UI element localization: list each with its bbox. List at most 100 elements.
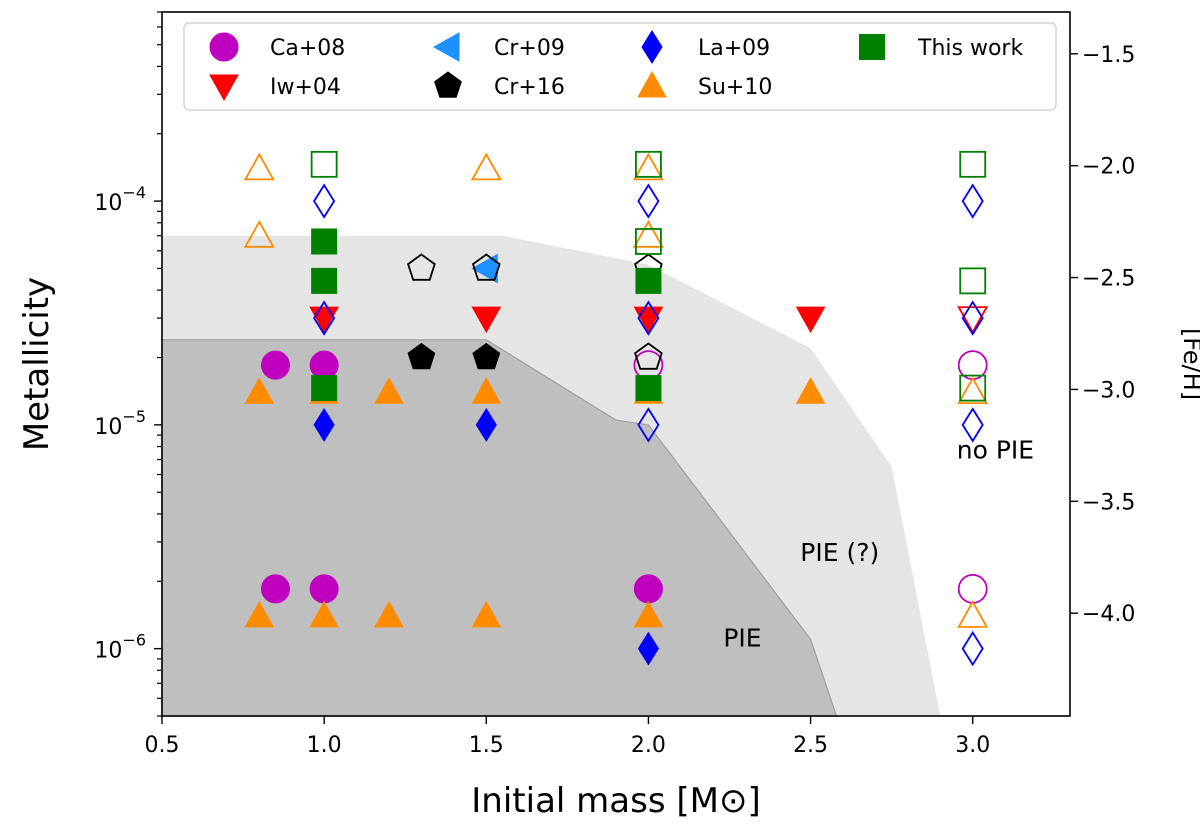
feh-tick-label: −3.0	[1082, 378, 1135, 403]
point-su-10	[471, 600, 502, 628]
feh-tick-label: −2.0	[1082, 155, 1135, 180]
x-tick-label: 2.5	[793, 733, 828, 758]
point-su-10	[795, 377, 826, 404]
point-su-10	[244, 600, 275, 628]
region-label: PIE	[723, 623, 761, 652]
point-cr-16-open	[407, 253, 436, 281]
legend-label: Su+10	[698, 75, 772, 100]
legend-item-iw-04: Iw+04	[209, 74, 341, 102]
region-labels: PIE PIE (?) no PIE	[723, 436, 1034, 653]
point-la-09-open	[961, 630, 984, 667]
point-ca-08	[261, 350, 290, 380]
point-this-work-open	[635, 150, 662, 178]
legend-marker-ca-08	[209, 32, 239, 62]
axis-ticks: 0.5 1.0 1.5 2.0 2.5 3.0 10−6 10−5 10−4 −1.5 −2.0 −2…	[94, 11, 1135, 758]
y-tick-label: 10−5	[94, 407, 146, 440]
point-la-09-open	[637, 300, 660, 336]
point-la-09-open	[637, 183, 660, 219]
point-su-10	[244, 377, 275, 404]
feh-tick-label: −4.0	[1082, 602, 1135, 627]
point-this-work	[311, 267, 338, 294]
point-la-09	[313, 407, 335, 442]
point-la-09-open	[313, 183, 336, 219]
point-iw-04	[795, 306, 826, 334]
point-su-10	[374, 377, 404, 404]
legend-item-su-10: Su+10	[637, 70, 772, 100]
legend-marker-cr-09	[432, 32, 460, 62]
legend-item-cr-09: Cr+09	[432, 32, 565, 62]
x-axis-title: Initial mass [M⊙]	[471, 781, 760, 821]
point-su-10	[633, 600, 664, 628]
point-su-10	[309, 600, 339, 628]
point-su-10	[374, 600, 404, 628]
point-la-09-open	[961, 183, 984, 219]
legend-marker-cr-16	[434, 71, 462, 98]
point-this-work-open	[310, 150, 338, 178]
point-la-09-open	[637, 407, 660, 443]
point-this-work-open	[635, 228, 662, 255]
point-ca-08	[309, 574, 339, 604]
y-tick-label: 10−4	[94, 183, 146, 216]
legend-marker-su-10	[637, 70, 667, 98]
region-label: PIE (?)	[800, 538, 879, 567]
x-tick-label: 2.0	[631, 733, 666, 758]
point-la-09-open	[313, 300, 336, 336]
point-ca-08	[633, 574, 663, 604]
legend-marker-this-work	[859, 34, 885, 60]
point-la-09-open	[961, 407, 984, 443]
point-cr-16	[407, 342, 436, 370]
point-su-10-open	[243, 219, 275, 248]
series-la-09	[313, 183, 984, 667]
point-la-09	[475, 407, 497, 442]
point-this-work	[635, 267, 662, 294]
x-tick-label: 1.5	[469, 733, 504, 758]
series-this-work	[310, 150, 987, 402]
right-y-axis-title: [Fe/H]	[1178, 328, 1200, 400]
point-this-work	[311, 228, 338, 255]
point-this-work-open	[959, 374, 987, 402]
legend-item-ca-08: Ca+08	[209, 32, 345, 62]
y-axis-title: Metallicity	[17, 277, 57, 451]
point-cr-16	[472, 342, 501, 370]
point-iw-04	[471, 306, 502, 334]
legend-marker-iw-04	[209, 74, 239, 102]
point-this-work	[311, 375, 338, 402]
plot-frame	[161, 11, 1071, 717]
point-ca-08	[309, 350, 339, 380]
legend-label: Cr+16	[494, 75, 565, 100]
point-su-10-open	[243, 152, 275, 181]
data-points	[243, 150, 989, 667]
point-this-work-open	[959, 267, 987, 295]
point-iw-04-open	[957, 306, 989, 334]
point-ca-08	[261, 574, 290, 604]
point-su-10-open	[957, 376, 989, 405]
point-su-10-open	[470, 152, 502, 181]
legend-item-this-work: This work	[859, 34, 1023, 61]
point-cr-16-open	[634, 342, 663, 370]
legend-label: This work	[917, 36, 1023, 61]
point-su-10-open	[957, 600, 989, 628]
point-la-09	[637, 631, 659, 666]
point-su-10	[471, 377, 502, 404]
feh-tick-label: −1.5	[1082, 43, 1135, 68]
y-tick-label: 10−6	[94, 631, 146, 664]
legend-item-la-09: La+09	[641, 30, 770, 64]
legend-label: La+09	[698, 36, 770, 61]
x-tick-label: 3.0	[955, 733, 990, 758]
legend-label: Ca+08	[270, 36, 345, 61]
region-label: no PIE	[957, 436, 1034, 465]
point-su-10-open	[632, 152, 664, 181]
point-la-09-open	[961, 300, 984, 336]
legend-label: Iw+04	[270, 75, 341, 100]
legend-box	[183, 22, 1057, 111]
legend-item-cr-16: Cr+16	[434, 71, 565, 100]
point-ca-08-open	[957, 573, 988, 604]
x-tick-label: 0.5	[145, 733, 180, 758]
point-su-10-open	[632, 219, 664, 248]
x-tick-label: 1.0	[307, 733, 342, 758]
legend: Ca+08 Iw+04 Cr+09 Cr+16 La+09 Su+10 This work	[183, 22, 1057, 111]
point-this-work-open	[959, 150, 987, 178]
legend-marker-la-09	[641, 30, 663, 64]
feh-tick-label: −2.5	[1082, 267, 1135, 292]
